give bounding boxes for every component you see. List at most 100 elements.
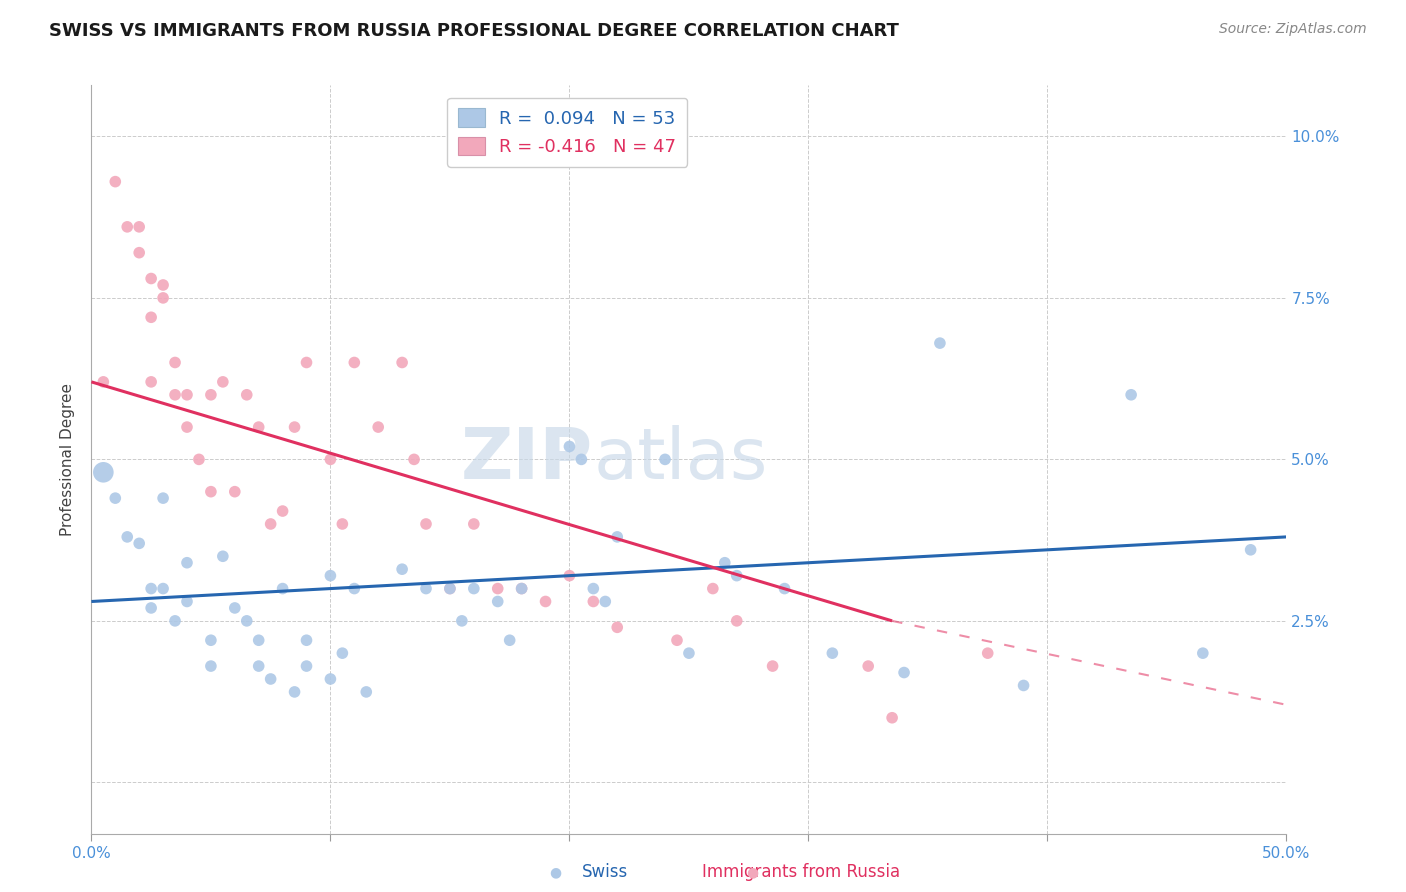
Point xyxy=(295,633,318,648)
Text: ZIP: ZIP xyxy=(461,425,593,494)
Point xyxy=(725,568,748,582)
Point xyxy=(714,556,737,570)
Point xyxy=(93,465,114,479)
Point xyxy=(761,659,783,673)
Point xyxy=(880,711,904,725)
Point xyxy=(128,219,150,234)
Point xyxy=(200,484,222,499)
Text: atlas: atlas xyxy=(593,425,768,494)
Text: ●: ● xyxy=(747,865,758,880)
Point xyxy=(928,336,950,351)
Point xyxy=(115,219,138,234)
Point xyxy=(976,646,998,660)
Point xyxy=(93,375,114,389)
Point xyxy=(354,685,377,699)
Point xyxy=(163,388,186,402)
Point xyxy=(295,659,318,673)
Point xyxy=(678,646,700,660)
Point xyxy=(115,530,138,544)
Point xyxy=(200,659,222,673)
Point xyxy=(200,388,222,402)
Point xyxy=(666,633,689,648)
Point xyxy=(391,355,413,369)
Point xyxy=(141,601,162,615)
Point xyxy=(343,582,366,596)
Point xyxy=(211,375,233,389)
Text: SWISS VS IMMIGRANTS FROM RUSSIA PROFESSIONAL DEGREE CORRELATION CHART: SWISS VS IMMIGRANTS FROM RUSSIA PROFESSI… xyxy=(49,22,898,40)
Point xyxy=(450,614,472,628)
Point xyxy=(367,420,389,434)
Point xyxy=(259,672,281,686)
Point xyxy=(1240,542,1263,557)
Point xyxy=(128,245,150,260)
Text: Source: ZipAtlas.com: Source: ZipAtlas.com xyxy=(1219,22,1367,37)
Point xyxy=(141,310,162,325)
Point xyxy=(404,452,426,467)
Point xyxy=(176,556,198,570)
Point xyxy=(211,549,233,564)
Text: Swiss: Swiss xyxy=(582,863,627,881)
Text: Immigrants from Russia: Immigrants from Russia xyxy=(703,863,900,881)
Point xyxy=(176,420,198,434)
Point xyxy=(606,620,628,634)
Point xyxy=(319,568,342,582)
Point xyxy=(1192,646,1215,660)
Point xyxy=(284,420,307,434)
Point xyxy=(224,484,246,499)
Point xyxy=(415,582,437,596)
Point xyxy=(247,420,270,434)
Point xyxy=(247,633,270,648)
Point xyxy=(332,646,354,660)
Point xyxy=(176,594,198,608)
Point xyxy=(259,516,281,531)
Point xyxy=(104,175,127,189)
Point xyxy=(152,291,174,305)
Point xyxy=(463,516,485,531)
Point xyxy=(128,536,150,550)
Point xyxy=(582,582,605,596)
Point xyxy=(773,582,796,596)
Text: ●: ● xyxy=(550,865,561,880)
Point xyxy=(319,672,342,686)
Point xyxy=(152,277,174,292)
Point xyxy=(654,452,676,467)
Point xyxy=(821,646,844,660)
Point xyxy=(235,614,259,628)
Point xyxy=(152,491,174,505)
Point xyxy=(332,516,354,531)
Point xyxy=(486,582,509,596)
Point xyxy=(725,614,748,628)
Point xyxy=(271,582,294,596)
Legend: R =  0.094   N = 53, R = -0.416   N = 47: R = 0.094 N = 53, R = -0.416 N = 47 xyxy=(447,97,688,167)
Point xyxy=(1012,678,1035,692)
Point xyxy=(247,659,270,673)
Point xyxy=(200,633,222,648)
Point xyxy=(141,582,162,596)
Point xyxy=(163,355,186,369)
Point xyxy=(593,594,616,608)
Point xyxy=(104,491,127,505)
Point xyxy=(163,614,186,628)
Point xyxy=(702,582,724,596)
Point xyxy=(187,452,211,467)
Point xyxy=(582,594,605,608)
Point xyxy=(1119,388,1142,402)
Point xyxy=(510,582,533,596)
Point xyxy=(141,271,162,285)
Point xyxy=(284,685,307,699)
Point xyxy=(558,568,581,582)
Point xyxy=(439,582,461,596)
Point xyxy=(606,530,628,544)
Point xyxy=(391,562,413,576)
Point xyxy=(534,594,557,608)
Point xyxy=(498,633,520,648)
Point xyxy=(486,594,509,608)
Point xyxy=(571,452,593,467)
Point xyxy=(224,601,246,615)
Point xyxy=(893,665,915,680)
Point xyxy=(856,659,880,673)
Point xyxy=(510,582,533,596)
Point xyxy=(271,504,294,518)
Point xyxy=(152,582,174,596)
Point xyxy=(463,582,485,596)
